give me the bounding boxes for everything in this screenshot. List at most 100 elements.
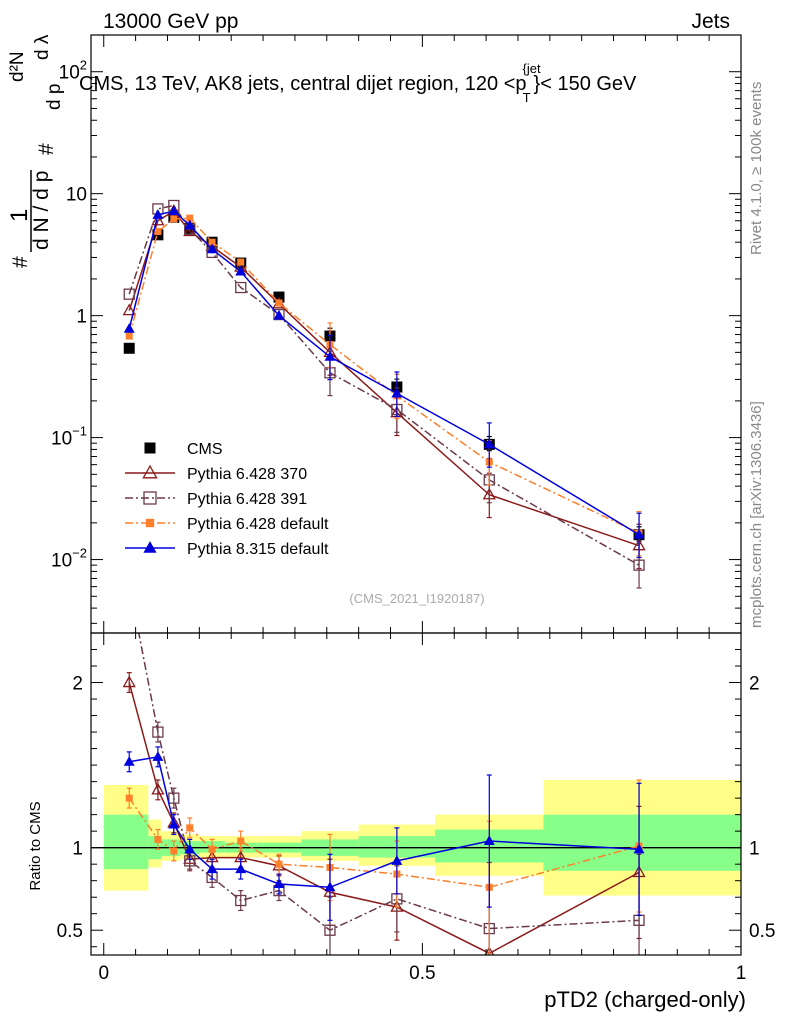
ratio-y-tick-label-left: 1 (72, 839, 83, 860)
series-p8 (123, 205, 645, 559)
y-tick-label: 102 (59, 58, 87, 84)
point-p8 (273, 309, 285, 320)
ratio-point-pdef (275, 860, 283, 868)
ylabel-one: 1 (6, 209, 33, 222)
ratio-series-p8 (123, 746, 645, 921)
x-axis-label: pTD2 (charged-only) (544, 987, 746, 1012)
ratio-panel: 0.5 0.51 12 20 0.5 1 (57, 578, 775, 984)
ylabel-dlambda: d λ (32, 34, 53, 60)
ylabel-dn: d²N (7, 51, 28, 82)
point-cms (123, 342, 135, 354)
upper-ylabel: # 1 d N / d p # d p d²N d λ (6, 34, 65, 268)
header-left: 13000 GeV pp (103, 10, 238, 33)
ratio-point-p8 (324, 881, 336, 892)
ratio-point-pdef (208, 845, 216, 853)
point-p391 (633, 559, 645, 571)
legend-marker-pdef (145, 518, 155, 528)
ratio-ylabel: Ratio to CMS (27, 801, 44, 890)
legend-marker-p8 (143, 541, 157, 553)
point-p8 (168, 205, 180, 216)
point-pdef (186, 214, 194, 222)
point-p391 (123, 288, 135, 300)
ratio-point-p8 (123, 756, 135, 766)
point-pdef (170, 215, 178, 223)
ratio-point-pdef (170, 847, 178, 855)
point-p370 (183, 224, 197, 237)
ratio-point-pdef (186, 824, 194, 832)
ratio-y-tick-label-right: 1 (749, 839, 760, 860)
mcplots-label: mcplots.cern.ch [arXiv:1306.3436] (748, 401, 765, 628)
legend: CMS Pythia 6.428 370 Pythia 6.428 391 Pythi… (125, 441, 329, 558)
y-tick-label: 10 (66, 185, 87, 206)
ratio-y-tick-label-left: 0.5 (57, 921, 83, 942)
ratio-point-p8 (483, 835, 495, 846)
legend-label-p8: Pythia 8.315 default (187, 541, 329, 558)
point-p8 (324, 351, 336, 361)
point-pdef (275, 299, 283, 307)
ratio-point-p8 (273, 878, 285, 888)
y-tick-label: 10−2 (51, 546, 87, 572)
point-pdef (125, 332, 133, 340)
ratio-point-p391 (235, 894, 247, 907)
legend-marker-p370 (142, 464, 158, 479)
rivet-label: Rivet 4.1.0, ≥ 100k events (748, 82, 765, 255)
point-p8 (206, 243, 218, 254)
legend-marker-cms (144, 442, 156, 454)
legend-label-p370: Pythia 6.428 370 (187, 466, 307, 483)
ratio-point-p391 (168, 792, 180, 804)
ratio-frame (90, 632, 742, 956)
ratio-point-p8 (168, 818, 180, 829)
y-tick-label: 10−1 (51, 424, 87, 450)
ratio-point-p370 (151, 782, 165, 795)
ratio-point-pdef (154, 835, 162, 843)
ratio-x-tick-label: 0 (98, 963, 109, 984)
point-p8 (152, 209, 164, 219)
ratio-point-p8 (152, 751, 164, 761)
series-line-p8 (128, 210, 640, 536)
point-pdef (237, 258, 245, 266)
point-pdef (154, 227, 162, 235)
legend-label-pdef: Pythia 6.428 default (187, 516, 329, 533)
ratio-point-p391 (152, 726, 164, 738)
point-p391 (235, 281, 247, 294)
ratio-point-p8 (633, 843, 645, 854)
legend-label-p391: Pythia 6.428 391 (187, 491, 307, 508)
band-inner (103, 814, 149, 870)
y-tick-label: 1 (76, 307, 87, 328)
ratio-point-p391 (324, 924, 336, 936)
point-p8 (184, 219, 196, 230)
ratio-point-p8 (206, 863, 218, 874)
ratio-y-tick-label-left: 2 (72, 674, 83, 695)
ylabel-dpt: d p (44, 84, 65, 110)
point-p8 (123, 323, 135, 333)
ylabel-hash-2: # (35, 143, 58, 155)
ratio-point-p391 (124, 578, 134, 588)
ylabel-denominator: d N / d p (30, 171, 53, 250)
ratio-point-p8 (391, 855, 403, 865)
upper-panel: 102 10 1 10−1 10−2 (51, 34, 742, 634)
ratio-y-tick-label-right: 2 (749, 674, 760, 695)
ratio-y-tick-label-right: 0.5 (749, 921, 775, 942)
ylabel-hash-1: # (9, 256, 32, 268)
ratio-point-pdef (125, 794, 133, 802)
watermark: (CMS_2021_I1920187) (349, 591, 484, 606)
point-p8 (391, 387, 403, 398)
point-pdef (208, 238, 216, 246)
ratio-point-p8 (235, 863, 247, 874)
ratio-point-pdef (237, 837, 245, 845)
point-p370 (122, 303, 136, 316)
header-right: Jets (691, 10, 730, 33)
ratio-point-p370 (122, 675, 136, 688)
legend-label-cms: CMS (187, 441, 223, 458)
point-p8 (633, 528, 645, 539)
ratio-x-tick-label: 0.5 (409, 963, 435, 984)
chart-title: CMS, 13 TeV, AK8 jets, central dijet reg… (79, 61, 637, 105)
point-p370 (151, 213, 165, 226)
point-p8 (235, 265, 247, 276)
legend-marker-p391 (143, 491, 157, 505)
ratio-point-p8 (184, 843, 196, 854)
ratio-line-pdef (128, 797, 640, 889)
point-p8 (483, 438, 495, 449)
ratio-x-tick-label: 1 (736, 963, 747, 984)
